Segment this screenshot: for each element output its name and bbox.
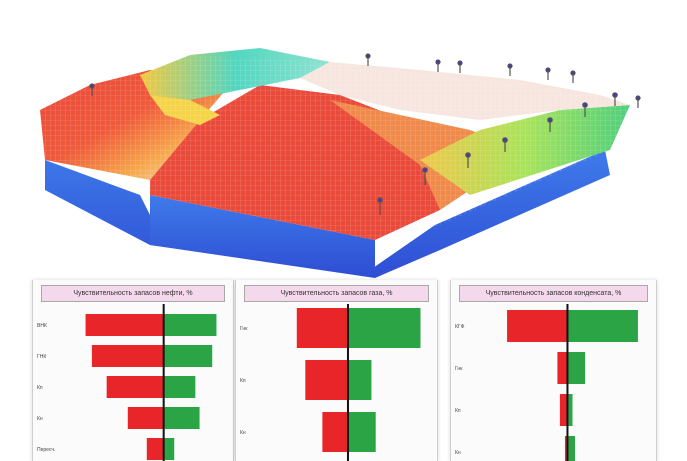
negative-bar	[322, 412, 348, 452]
positive-bar	[567, 352, 586, 384]
category-label: ГНК	[37, 354, 46, 360]
negative-bar	[146, 438, 164, 460]
positive-bar	[163, 407, 200, 429]
chart-title: Чувствительность запасов нефти, %	[41, 285, 225, 302]
condensate-tornado-chart: КГФ Гнк Кп Кн	[455, 304, 638, 461]
category-label: Гнк	[240, 326, 248, 332]
positive-bar	[567, 394, 573, 426]
oil-tornado-chart: ВНК ГНК Кп Кн Пересч.	[37, 304, 217, 461]
category-label: Кн	[37, 416, 43, 422]
category-label: Кн	[240, 430, 246, 436]
positive-bar	[163, 314, 217, 336]
positive-bar	[567, 436, 576, 461]
chart-title: Чувствительность запасов конденсата, %	[459, 285, 648, 302]
positive-bar	[163, 438, 175, 460]
category-label: Пересч.	[37, 447, 55, 453]
positive-bar	[567, 310, 638, 342]
positive-bar	[347, 412, 376, 452]
negative-bar	[91, 345, 164, 367]
positive-bar	[347, 360, 372, 400]
positive-bar	[163, 376, 196, 398]
positive-bar	[347, 308, 421, 348]
negative-bar	[127, 407, 164, 429]
category-label: Кн	[455, 450, 461, 456]
category-label: Кп	[37, 385, 43, 391]
category-label: Кп	[240, 378, 246, 384]
gas-tornado-chart: Гнк Кп Кн	[240, 304, 421, 461]
oil-sensitivity-panel: Чувствительность запасов нефти, % ВНК ГНК…	[32, 280, 234, 461]
chart-title: Чувствительность запасов газа, %	[244, 285, 429, 302]
negative-bar	[557, 352, 568, 384]
negative-bar	[559, 394, 568, 426]
positive-bar	[163, 345, 213, 367]
category-label: КГФ	[455, 324, 465, 330]
reservoir-3d-model-image	[40, 48, 641, 278]
negative-bar	[564, 436, 568, 461]
category-label: ВНК	[37, 323, 47, 329]
negative-bar	[106, 376, 164, 398]
negative-bar	[507, 310, 568, 342]
condensate-sensitivity-panel: Чувствительность запасов конденсата, % К…	[450, 280, 657, 461]
gas-sensitivity-panel: Чувствительность запасов газа, % Гнк Кп Кн	[235, 280, 438, 461]
category-label: Кп	[455, 408, 461, 414]
category-label: Гнк	[455, 366, 463, 372]
negative-bar	[85, 314, 164, 336]
negative-bar	[305, 360, 348, 400]
negative-bar	[296, 308, 348, 348]
